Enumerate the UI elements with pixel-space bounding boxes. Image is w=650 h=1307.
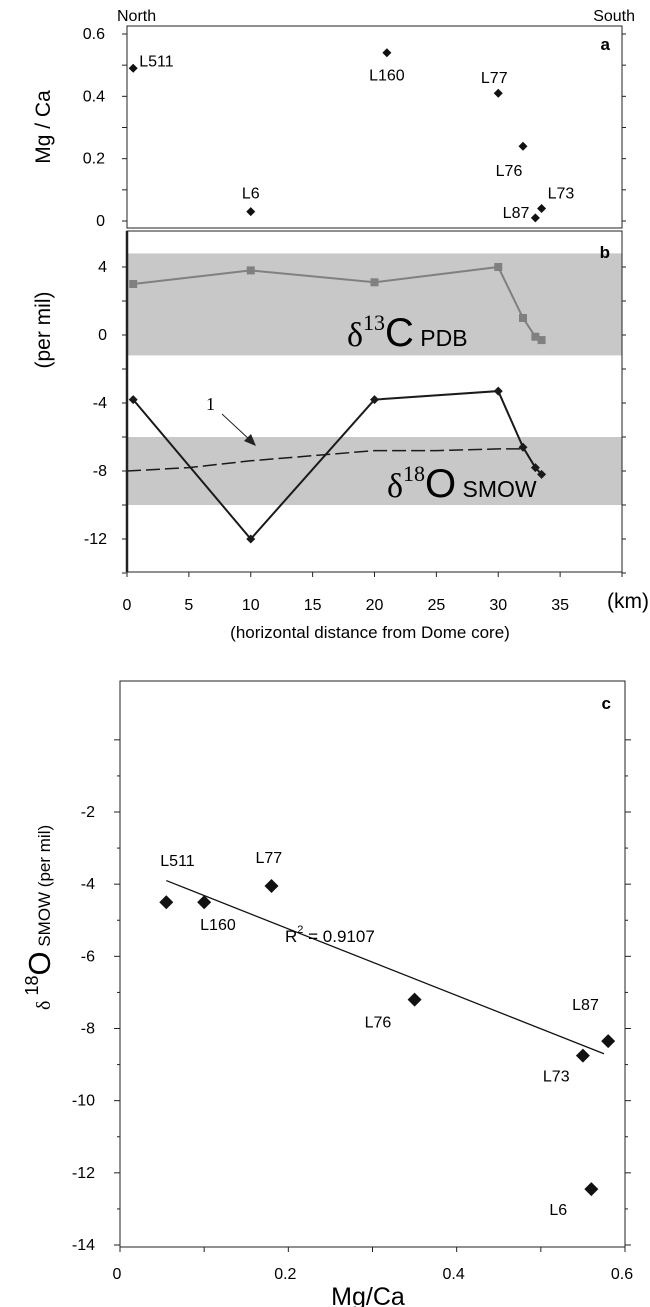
diamond-marker [128, 395, 138, 405]
square-marker [494, 263, 503, 271]
y-tick-label: -8 [81, 1021, 95, 1038]
y-tick-label: 0.2 [83, 151, 105, 168]
y-tick-label: -12 [72, 1165, 95, 1182]
y-tick-label: -8 [93, 463, 107, 480]
x-tick-label: 10 [242, 597, 260, 614]
x-tick-label: 5 [184, 597, 193, 614]
y-axis-label: Mg / Ca [32, 90, 55, 164]
data-point [197, 895, 212, 910]
y-axis-label: (per mil) [32, 292, 55, 369]
r-squared-label: R2 = 0.9107 [285, 924, 375, 946]
diamond-marker [246, 534, 256, 544]
shaded-band [127, 437, 622, 505]
point-label: L6 [242, 186, 260, 203]
diamond-marker [537, 469, 547, 479]
x-tick-label: 20 [366, 597, 384, 614]
x-tick-label: 25 [427, 597, 445, 614]
data-point [382, 48, 392, 58]
x-axis-unit: (km) [607, 590, 649, 613]
square-marker [531, 332, 540, 341]
y-tick-label: -2 [81, 804, 95, 821]
square-marker [370, 278, 379, 287]
panel-c-frame [119, 680, 626, 1248]
data-point [537, 204, 547, 214]
point-label: L160 [200, 917, 236, 934]
point-label: L73 [548, 186, 575, 203]
series-label-d13c: δ13C PDB [347, 310, 468, 355]
panel-a-mgca-chart: North South 0 0.2 0.4 0.6 Mg / Ca a L511 L6 L160 L7… [32, 8, 635, 230]
x-tick-label: 0 [123, 597, 132, 614]
point-label: L511 [139, 53, 174, 70]
y-tick-label: -6 [81, 948, 95, 965]
y-tick-label: 4 [98, 259, 107, 276]
point-label: L87 [572, 997, 599, 1014]
y-tick-label: -12 [84, 531, 107, 548]
diamond-marker [518, 442, 528, 452]
panel-label-b: b [600, 243, 610, 262]
data-point [584, 1182, 599, 1197]
data-point [493, 88, 503, 98]
point-label: L77 [256, 850, 283, 867]
data-point [159, 895, 174, 910]
y-tick-label: -4 [81, 876, 95, 893]
annotation-arrow [221, 413, 251, 441]
x-tick-label: 0.4 [443, 1266, 465, 1283]
x-tick-label: 30 [489, 597, 507, 614]
annotation-arrowhead [244, 434, 256, 446]
data-point [128, 63, 138, 73]
point-label: L76 [365, 1015, 392, 1032]
y-tick-label: -4 [93, 395, 107, 412]
data-point [518, 141, 528, 151]
square-marker [246, 266, 255, 275]
y-tick-label: 0.4 [83, 88, 105, 105]
point-label: L77 [481, 70, 508, 87]
diamond-marker [530, 463, 540, 473]
data-point [530, 213, 540, 223]
x-axis-label: Mg/Ca [331, 1283, 405, 1307]
data-point [407, 992, 422, 1007]
point-label: L511 [160, 853, 195, 870]
point-label: L76 [496, 163, 523, 180]
diamond-marker [493, 386, 503, 396]
data-point [264, 878, 279, 893]
panel-label-c: c [602, 694, 611, 713]
square-marker [129, 280, 138, 288]
x-tick-label: 0.2 [274, 1266, 296, 1283]
series-label-d18o: δ18O SMOW [387, 461, 537, 506]
point-label: L87 [503, 205, 530, 222]
x-tick-label: 0.6 [611, 1266, 633, 1283]
data-point [601, 1034, 616, 1049]
panel-c-scatter-chart: -2 -4 -6 -8 -10 -12 -14 0 0.2 0.4 0.6 Mg/Ca δ 18O SM… [22, 680, 633, 1307]
x-tick-label: 15 [304, 597, 322, 614]
trendline [166, 879, 605, 1055]
data-point [246, 207, 256, 217]
x-tick-label: 0 [113, 1266, 122, 1283]
square-marker [519, 314, 527, 322]
y-tick-label: 0.6 [83, 26, 105, 43]
y-tick-label: -14 [72, 1237, 95, 1254]
y-tick-label: -10 [72, 1093, 95, 1110]
point-label: L160 [369, 68, 405, 85]
x-tick-label: 35 [551, 597, 569, 614]
dashed-reference-line [126, 448, 523, 472]
diamond-marker [370, 395, 379, 405]
panel-b-isotope-chart: 4 0 -4 -8 -12 0 5 10 15 20 25 30 35 (km) (horizontal d… [32, 230, 649, 642]
square-marker [537, 336, 546, 345]
north-label: North [117, 8, 156, 25]
south-label: South [593, 8, 635, 25]
y-tick-label: 0 [98, 327, 107, 344]
panel-label-a: a [601, 35, 611, 54]
y-axis-label: δ 18O SMOW (per mil) [22, 825, 57, 1010]
point-label: L6 [549, 1202, 567, 1219]
annotation-label: 1 [206, 394, 215, 414]
data-point [575, 1048, 590, 1063]
x-axis-label: (horizontal distance from Dome core) [230, 623, 510, 642]
y-tick-label: 0 [96, 213, 105, 230]
shaded-band [127, 253, 622, 356]
point-label: L73 [543, 1069, 570, 1086]
